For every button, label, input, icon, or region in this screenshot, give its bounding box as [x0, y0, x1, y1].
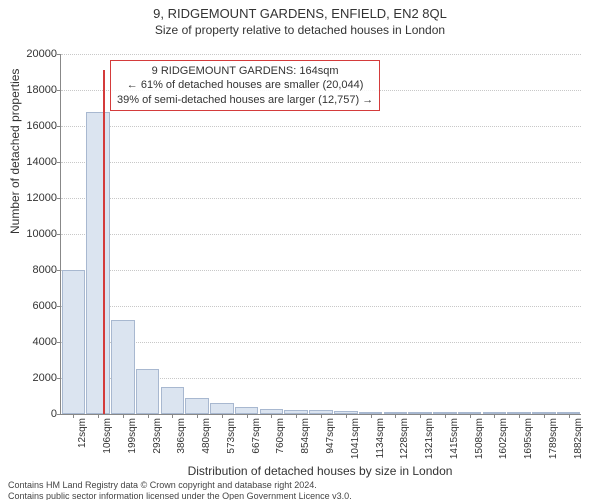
xtick-mark	[296, 414, 297, 418]
xtick-label: 573sqm	[226, 418, 237, 454]
gridline	[61, 126, 581, 127]
xtick-label: 760sqm	[275, 418, 286, 454]
xtick-mark	[346, 414, 347, 418]
xtick-label: 947sqm	[325, 418, 336, 454]
xtick-label: 1508sqm	[474, 418, 485, 459]
xtick-label: 1321sqm	[424, 418, 435, 459]
gridline	[61, 198, 581, 199]
annotation-line-1: 9 RIDGEMOUNT GARDENS: 164sqm	[117, 64, 373, 78]
xtick-label: 854sqm	[300, 418, 311, 454]
ytick-mark	[57, 54, 61, 55]
bar	[185, 398, 209, 414]
xtick-mark	[271, 414, 272, 418]
xtick-mark	[445, 414, 446, 418]
xtick-mark	[148, 414, 149, 418]
ytick-mark	[57, 234, 61, 235]
xtick-mark	[544, 414, 545, 418]
xtick-label: 1041sqm	[350, 418, 361, 459]
ytick-label: 16000	[13, 120, 57, 132]
xtick-label: 1789sqm	[548, 418, 559, 459]
footer-line-2: Contains public sector information licen…	[8, 491, 352, 500]
gridline	[61, 270, 581, 271]
xtick-mark	[569, 414, 570, 418]
xtick-label: 667sqm	[251, 418, 262, 454]
ytick-label: 20000	[13, 48, 57, 60]
xtick-mark	[395, 414, 396, 418]
xtick-label: 1415sqm	[449, 418, 460, 459]
annotation-line-2: ← 61% of detached houses are smaller (20…	[117, 78, 373, 92]
bar	[86, 112, 110, 414]
marker-line	[103, 70, 105, 414]
xtick-mark	[123, 414, 124, 418]
xtick-label: 1695sqm	[523, 418, 534, 459]
xtick-mark	[73, 414, 74, 418]
ytick-mark	[57, 162, 61, 163]
xtick-label: 1882sqm	[573, 418, 584, 459]
ytick-label: 8000	[13, 264, 57, 276]
bar	[136, 369, 160, 414]
xtick-mark	[470, 414, 471, 418]
annotation-line-3: 39% of semi-detached houses are larger (…	[117, 93, 373, 107]
footer-line-1: Contains HM Land Registry data © Crown c…	[8, 480, 352, 491]
xtick-mark	[247, 414, 248, 418]
gridline	[61, 162, 581, 163]
xtick-label: 293sqm	[152, 418, 163, 454]
xtick-mark	[494, 414, 495, 418]
ytick-label: 18000	[13, 84, 57, 96]
xtick-label: 1602sqm	[498, 418, 509, 459]
xtick-mark	[197, 414, 198, 418]
xtick-label: 480sqm	[201, 418, 212, 454]
xtick-mark	[98, 414, 99, 418]
xtick-mark	[321, 414, 322, 418]
bar	[235, 407, 259, 414]
gridline	[61, 234, 581, 235]
marker-annotation: 9 RIDGEMOUNT GARDENS: 164sqm ← 61% of de…	[110, 60, 380, 111]
xtick-mark	[519, 414, 520, 418]
xtick-label: 199sqm	[127, 418, 138, 454]
chart-area: 0200040006000800010000120001400016000180…	[60, 54, 580, 414]
xtick-label: 12sqm	[77, 418, 88, 448]
bar	[161, 387, 185, 414]
xtick-mark	[222, 414, 223, 418]
ytick-mark	[57, 90, 61, 91]
bar	[111, 320, 135, 414]
gridline	[61, 342, 581, 343]
ytick-mark	[57, 342, 61, 343]
ytick-label: 10000	[13, 228, 57, 240]
ytick-mark	[57, 378, 61, 379]
chart-subtitle: Size of property relative to detached ho…	[0, 23, 600, 37]
ytick-mark	[57, 414, 61, 415]
xtick-label: 1228sqm	[399, 418, 410, 459]
gridline	[61, 306, 581, 307]
ytick-label: 0	[13, 408, 57, 420]
chart-container: 9, RIDGEMOUNT GARDENS, ENFIELD, EN2 8QL …	[0, 6, 600, 500]
ytick-mark	[57, 126, 61, 127]
xtick-mark	[420, 414, 421, 418]
ytick-mark	[57, 306, 61, 307]
chart-title: 9, RIDGEMOUNT GARDENS, ENFIELD, EN2 8QL	[0, 6, 600, 21]
x-axis-label: Distribution of detached houses by size …	[60, 464, 580, 478]
gridline	[61, 54, 581, 55]
ytick-label: 6000	[13, 300, 57, 312]
xtick-label: 386sqm	[176, 418, 187, 454]
ytick-label: 12000	[13, 192, 57, 204]
xtick-mark	[172, 414, 173, 418]
bar	[210, 403, 234, 414]
bar	[62, 270, 86, 414]
ytick-label: 2000	[13, 372, 57, 384]
ytick-mark	[57, 270, 61, 271]
ytick-label: 14000	[13, 156, 57, 168]
xtick-label: 106sqm	[102, 418, 113, 454]
ytick-mark	[57, 198, 61, 199]
footer: Contains HM Land Registry data © Crown c…	[8, 480, 352, 500]
xtick-mark	[371, 414, 372, 418]
xtick-label: 1134sqm	[375, 418, 386, 458]
ytick-label: 4000	[13, 336, 57, 348]
